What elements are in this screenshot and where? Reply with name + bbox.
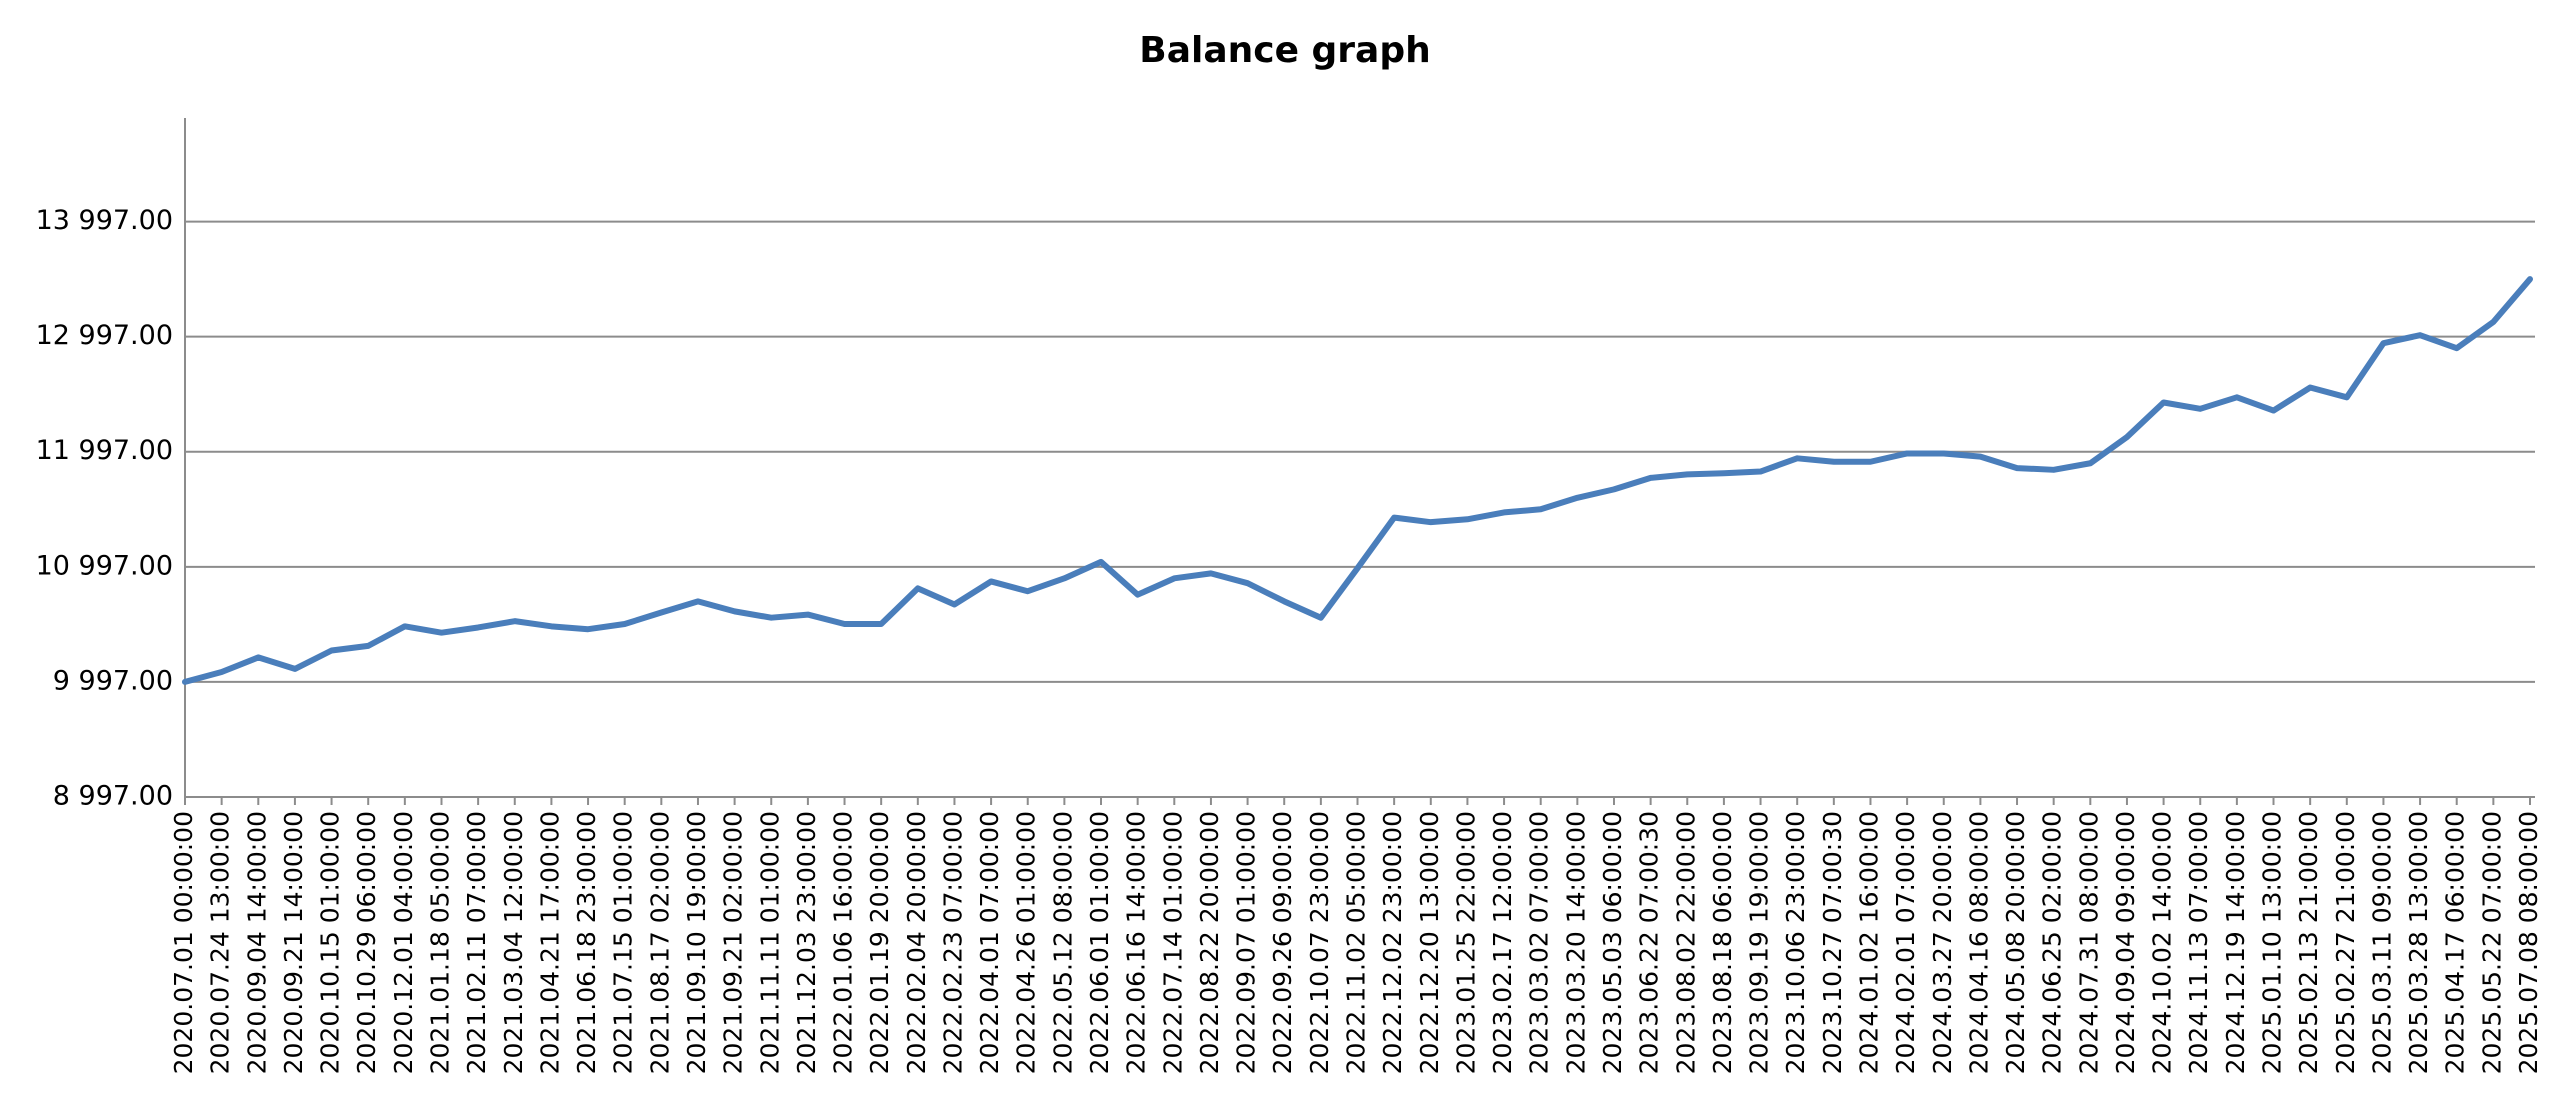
x-tick-label: 2022.09.26 09:00:00 xyxy=(1268,811,1297,1074)
x-tick-label: 2023.10.06 23:00:00 xyxy=(1781,811,1810,1074)
x-tick-label: 2021.06.18 23:00:00 xyxy=(572,811,601,1074)
chart-title: Balance graph xyxy=(1139,30,1431,71)
x-tick-label: 2023.02.17 12:00:00 xyxy=(1488,811,1517,1074)
x-tick-label: 2021.09.10 19:00:00 xyxy=(682,811,711,1074)
x-tick-label: 2024.07.31 08:00:00 xyxy=(2074,811,2103,1074)
x-tick-label: 2022.11.02 05:00:00 xyxy=(1342,811,1371,1074)
x-tick-label: 2021.03.04 12:00:00 xyxy=(499,811,528,1074)
x-tick-label: 2022.12.20 13:00:00 xyxy=(1415,811,1444,1074)
x-tick-label: 2024.02.01 07:00:00 xyxy=(1891,811,1920,1074)
y-tick-label: 11 997.00 xyxy=(36,435,173,466)
x-tick-label: 2022.02.04 20:00:00 xyxy=(902,811,931,1074)
x-tick-label: 2020.09.04 14:00:00 xyxy=(242,811,271,1074)
x-tick-label: 2022.05.12 08:00:00 xyxy=(1048,811,1077,1074)
x-tick-label: 2024.03.27 20:00:00 xyxy=(1928,811,1957,1074)
x-tick-label: 2020.09.21 14:00:00 xyxy=(279,811,308,1074)
x-tick-label: 2023.06.22 07:00:30 xyxy=(1635,811,1664,1074)
x-tick-label: 2022.01.06 16:00:00 xyxy=(829,811,858,1074)
x-tick-label: 2025.05.22 07:00:00 xyxy=(2477,811,2506,1074)
y-tick-label: 9 997.00 xyxy=(53,665,173,696)
x-tick-label: 2024.12.19 14:00:00 xyxy=(2221,811,2250,1074)
x-tick-label: 2020.07.24 13:00:00 xyxy=(206,811,235,1074)
x-tick-label: 2022.08.22 20:00:00 xyxy=(1195,811,1224,1074)
x-tick-label: 2021.08.17 02:00:00 xyxy=(645,811,674,1074)
x-tick-label: 2020.12.01 04:00:00 xyxy=(389,811,418,1074)
x-tick-label: 2021.09.21 02:00:00 xyxy=(719,811,748,1074)
x-tick-label: 2025.03.28 13:00:00 xyxy=(2404,811,2433,1074)
x-tick-label: 2024.05.08 20:00:00 xyxy=(2001,811,2030,1074)
x-tick-label: 2021.04.21 17:00:00 xyxy=(535,811,564,1074)
x-tick-label: 2021.12.03 23:00:00 xyxy=(792,811,821,1074)
x-tick-label: 2024.10.02 14:00:00 xyxy=(2148,811,2177,1074)
x-tick-label: 2023.05.03 06:00:00 xyxy=(1598,811,1627,1074)
x-tick-label: 2025.03.11 09:00:00 xyxy=(2367,811,2396,1074)
x-tick-label: 2024.04.16 08:00:00 xyxy=(1964,811,1993,1074)
x-tick-label: 2020.10.15 01:00:00 xyxy=(316,811,345,1074)
x-tick-label: 2023.08.02 22:00:00 xyxy=(1671,811,1700,1074)
x-tick-label: 2020.10.29 06:00:00 xyxy=(352,811,381,1074)
x-tick-label: 2021.01.18 05:00:00 xyxy=(425,811,454,1074)
x-tick-label: 2022.06.01 01:00:00 xyxy=(1085,811,1114,1074)
x-tick-label: 2022.06.16 14:00:00 xyxy=(1122,811,1151,1074)
x-tick-label: 2022.07.14 01:00:00 xyxy=(1158,811,1187,1074)
y-tick-label: 12 997.00 xyxy=(36,320,173,351)
x-tick-label: 2025.07.08 08:00:00 xyxy=(2514,811,2543,1074)
x-tick-label: 2025.02.27 21:00:00 xyxy=(2331,811,2360,1074)
y-tick-label: 10 997.00 xyxy=(36,550,173,581)
x-tick-label: 2021.11.11 01:00:00 xyxy=(755,811,784,1074)
x-tick-label: 2020.07.01 00:00:00 xyxy=(169,811,198,1074)
y-tick-label: 8 997.00 xyxy=(53,781,173,812)
x-tick-label: 2023.01.25 22:00:00 xyxy=(1451,811,1480,1074)
x-tick-label: 2022.04.26 01:00:00 xyxy=(1012,811,1041,1074)
x-tick-label: 2023.03.02 07:00:00 xyxy=(1525,811,1554,1074)
x-tick-label: 2023.10.27 07:00:30 xyxy=(1818,811,1847,1074)
x-tick-label: 2022.10.07 23:00:00 xyxy=(1305,811,1334,1074)
x-tick-label: 2021.02.11 07:00:00 xyxy=(462,811,491,1074)
x-tick-label: 2022.04.01 07:00:00 xyxy=(975,811,1004,1074)
y-tick-label: 13 997.00 xyxy=(36,205,173,236)
x-tick-label: 2024.01.02 16:00:00 xyxy=(1854,811,1883,1074)
x-tick-label: 2022.02.23 07:00:00 xyxy=(938,811,967,1074)
x-tick-label: 2024.09.04 09:00:00 xyxy=(2111,811,2140,1074)
x-tick-label: 2025.02.13 21:00:00 xyxy=(2294,811,2323,1074)
x-tick-label: 2024.06.25 02:00:00 xyxy=(2038,811,2067,1074)
x-tick-label: 2023.03.20 14:00:00 xyxy=(1561,811,1590,1074)
x-tick-label: 2022.12.02 23:00:00 xyxy=(1378,811,1407,1074)
x-tick-label: 2024.11.13 07:00:00 xyxy=(2184,811,2213,1074)
x-tick-label: 2025.04.17 06:00:00 xyxy=(2441,811,2470,1074)
x-tick-label: 2023.08.18 06:00:00 xyxy=(1708,811,1737,1074)
x-tick-label: 2022.01.19 20:00:00 xyxy=(865,811,894,1074)
x-tick-label: 2021.07.15 01:00:00 xyxy=(609,811,638,1074)
x-tick-label: 2025.01.10 13:00:00 xyxy=(2258,811,2287,1074)
x-tick-label: 2022.09.07 01:00:00 xyxy=(1232,811,1261,1074)
balance-line xyxy=(182,276,2533,685)
x-tick-label: 2023.09.19 19:00:00 xyxy=(1745,811,1774,1074)
